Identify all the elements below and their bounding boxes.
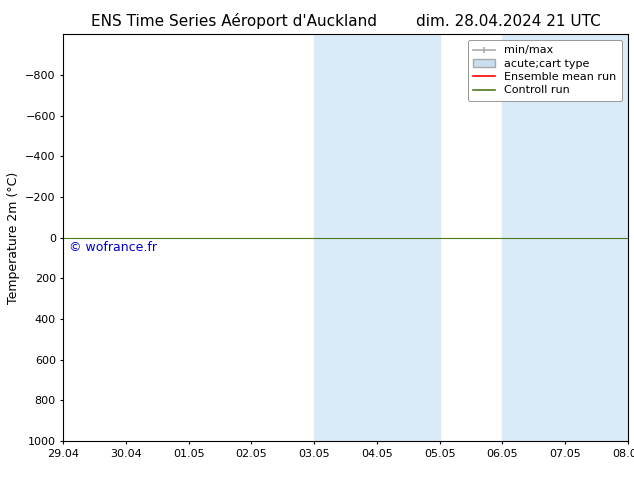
Bar	[314, 34, 439, 441]
Bar	[502, 34, 628, 441]
Text: © wofrance.fr: © wofrance.fr	[69, 241, 157, 254]
Legend: min/max, acute;cart type, Ensemble mean run, Controll run: min/max, acute;cart type, Ensemble mean …	[468, 40, 622, 101]
Title: ENS Time Series Aéroport d'Auckland        dim. 28.04.2024 21 UTC: ENS Time Series Aéroport d'Auckland dim.…	[91, 13, 600, 29]
Y-axis label: Temperature 2m (°C): Temperature 2m (°C)	[7, 172, 20, 304]
